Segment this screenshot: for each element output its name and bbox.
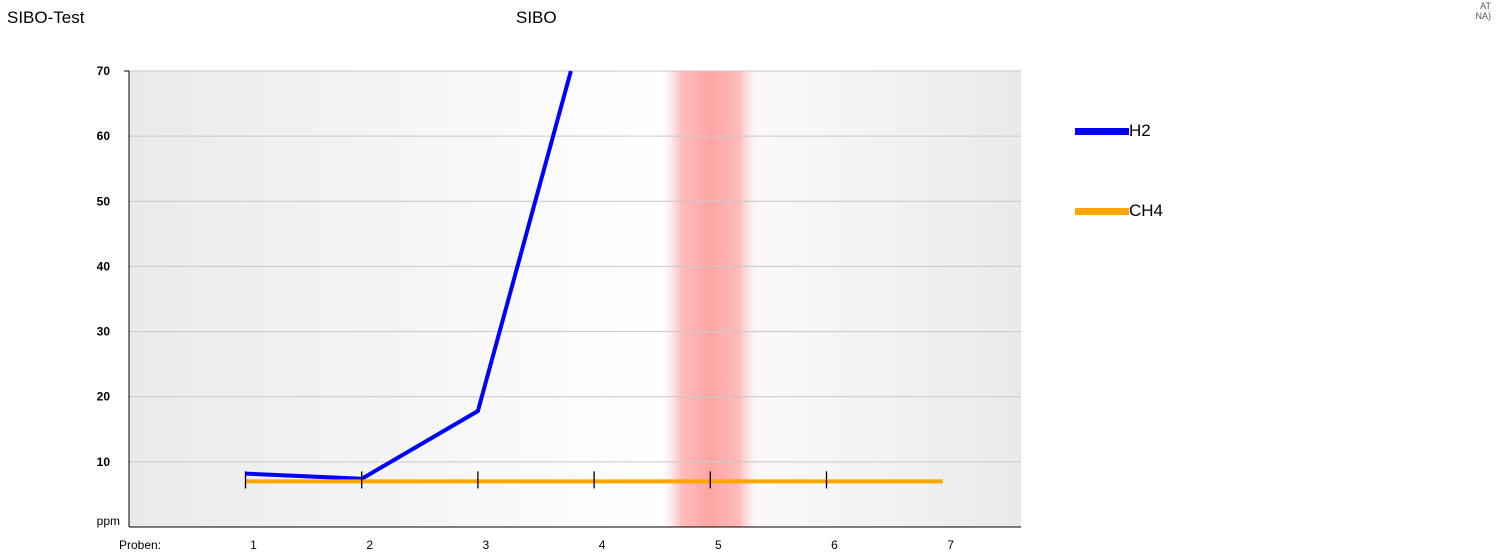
chart-heading: SIBO (516, 8, 557, 27)
y-tick-label: 20 (97, 390, 111, 404)
x-axis-label: Proben: (119, 538, 161, 552)
corner-label-line-2: NA) (1475, 11, 1492, 21)
corner-label: AT NA) (1476, 1, 1492, 21)
corner-label-line-1: AT (1480, 1, 1491, 11)
x-tick-label: 7 (947, 538, 954, 552)
x-tick-label: 6 (831, 538, 838, 552)
legend-item-ch4: CH4 (1075, 201, 1163, 221)
x-tick-label: 3 (483, 538, 490, 552)
y-tick-label: 60 (97, 129, 111, 143)
x-tick-label: 2 (366, 538, 373, 552)
legend-swatch-h2 (1075, 127, 1129, 135)
y-tick-label: 10 (97, 455, 111, 469)
legend-label-h2: H2 (1129, 121, 1151, 140)
highlight-band (662, 71, 759, 527)
y-axis-label: ppm (97, 514, 120, 528)
x-tick-label: 4 (599, 538, 606, 552)
legend-item-h2: H2 (1075, 121, 1151, 141)
y-tick-label: 50 (97, 194, 111, 208)
page-title: SIBO-Test (7, 8, 85, 27)
plot-background (129, 71, 1021, 527)
x-tick-label: 1 (250, 538, 257, 552)
y-tick-label: 70 (97, 64, 111, 78)
series-line-h2 (245, 70, 573, 481)
y-tick-label: 40 (97, 259, 111, 273)
x-tick-label: 5 (715, 538, 722, 552)
legend-label-ch4: CH4 (1129, 201, 1164, 220)
y-tick-label: 30 (97, 325, 111, 339)
legend-swatch-ch4 (1075, 207, 1129, 215)
